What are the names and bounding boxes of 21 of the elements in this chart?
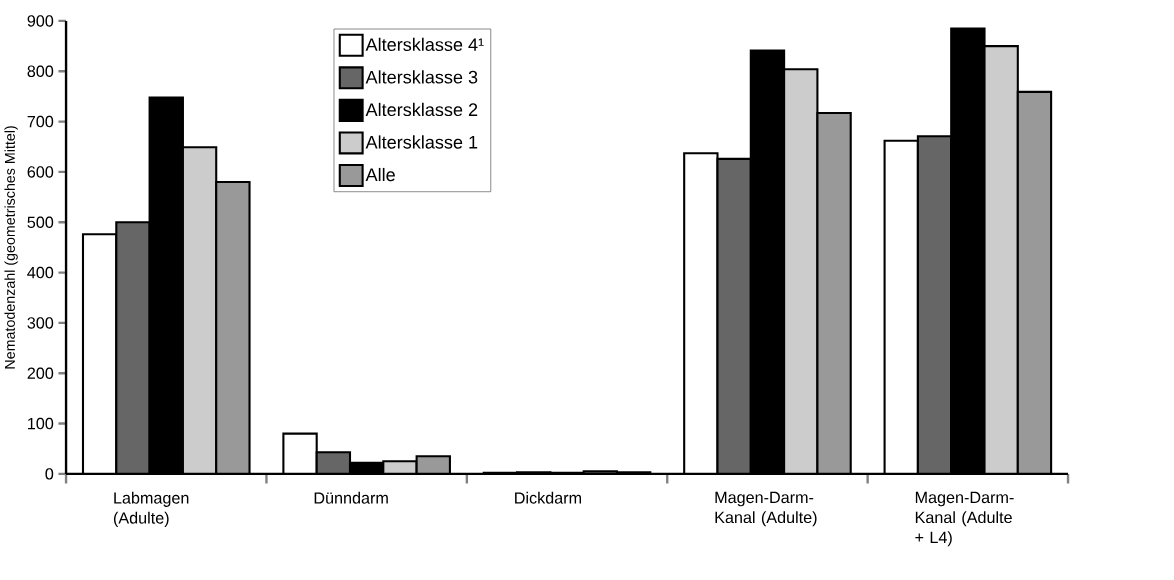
x-tick-label: Dickdarm <box>515 491 581 504</box>
y-tick-label: 400 <box>27 266 54 279</box>
y-tick-label: 700 <box>27 115 54 128</box>
x-tick-label: Magen-Darm-Kanal (Adulte + L4) <box>915 491 1014 547</box>
legend-label: Altersklasse 2 <box>365 102 478 116</box>
y-tick-label: 100 <box>28 417 54 430</box>
legend-label: Altersklasse 3 <box>365 70 478 84</box>
x-tick-label: Dünndarm <box>314 491 388 504</box>
y-tick-label: 200 <box>27 367 54 379</box>
y-tick-label: 800 <box>27 65 54 77</box>
y-tick-label: 300 <box>27 316 54 329</box>
y-axis-title: Nematodenzahl (geometrisches Mittel) <box>4 125 18 369</box>
y-tick-label: 600 <box>27 165 54 178</box>
y-tick-label: 500 <box>27 216 54 228</box>
x-tick-label: Labmagen (Adulte) <box>113 491 189 527</box>
x-tick-label: Magen-Darm-Kanal (Adulte) <box>715 491 817 527</box>
y-tick-label: 900 <box>27 14 54 27</box>
legend-label: Altersklasse 1 <box>365 135 478 149</box>
legend-label: Alle <box>365 167 395 181</box>
legend-label: Altersklasse 4¹ <box>365 37 484 51</box>
y-tick-label: 0 <box>45 467 54 480</box>
